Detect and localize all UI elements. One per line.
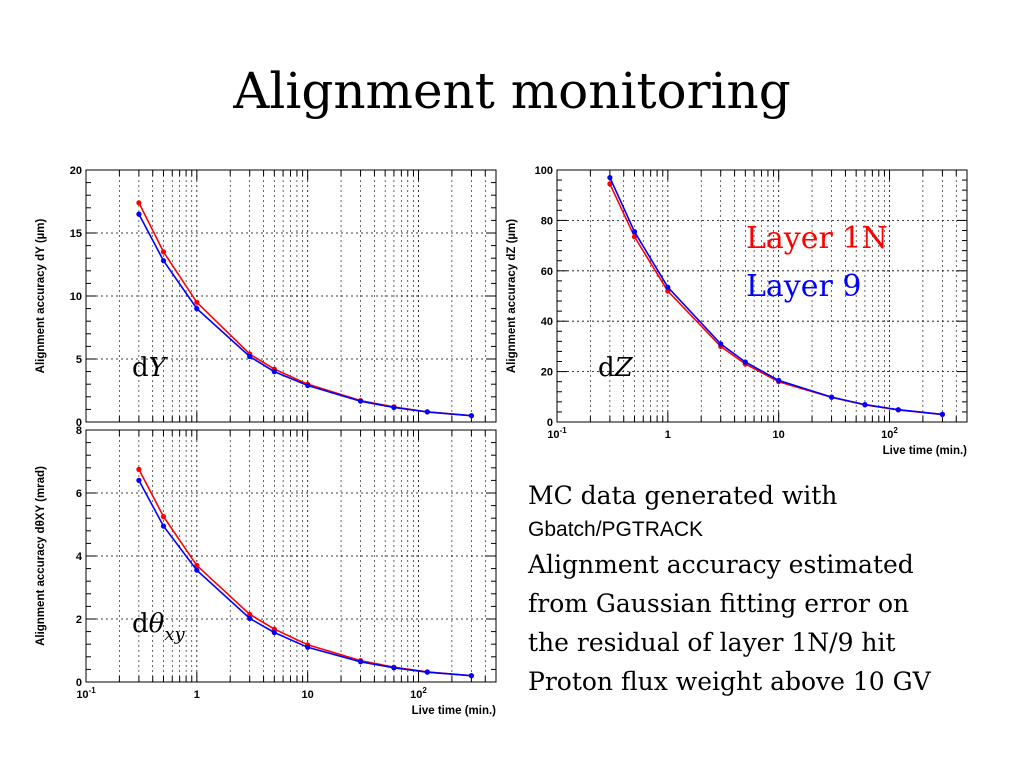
data-point <box>305 644 311 650</box>
y-tick-label: 0 <box>76 677 82 689</box>
data-point <box>194 299 200 305</box>
y-tick-label: 20 <box>70 165 82 177</box>
description-line-2: Gbatch/PGTRACK <box>528 518 704 541</box>
data-point <box>160 523 167 529</box>
data-point <box>194 567 200 573</box>
y-axis-label: Alignment accuracy dY (µm) <box>35 218 47 373</box>
y-tick-label: 20 <box>541 367 553 379</box>
data-point <box>829 394 835 400</box>
panel-label-dy: dY <box>132 353 169 383</box>
data-point <box>391 665 397 671</box>
x-axis-label: Live time (min.) <box>883 445 968 457</box>
x-tick-label: 1 <box>665 429 671 441</box>
panel-label-dtheta: dθxy <box>132 609 185 645</box>
y-axis-label: Alignment accuracy dZ (µm) <box>506 219 518 373</box>
data-point <box>468 673 474 679</box>
data-point <box>358 659 364 665</box>
y-tick-label: 5 <box>76 354 82 366</box>
data-point <box>939 411 945 417</box>
data-point <box>160 258 167 264</box>
data-point <box>136 477 142 483</box>
y-tick-label: 10 <box>70 291 82 303</box>
data-point <box>136 211 142 217</box>
data-point <box>607 181 613 187</box>
series-line-layer-9 <box>138 213 472 417</box>
y-tick-label: 0 <box>76 417 82 429</box>
plot-area-dY: 0 5 10 15 20 Alignment accuracy dY (µm) <box>35 165 497 429</box>
data-point <box>358 398 364 404</box>
x-tick-label: 102 <box>881 426 898 441</box>
y-tick-label: 8 <box>76 425 82 437</box>
description-line-6: Proton flux weight above 10 GV <box>528 667 931 696</box>
series-line-layer-9 <box>609 177 943 416</box>
data-point <box>160 514 167 520</box>
data-point <box>718 341 724 347</box>
data-point <box>194 562 200 568</box>
y-tick-label: 60 <box>541 266 553 278</box>
y-tick-label: 4 <box>76 551 83 563</box>
data-point <box>631 234 638 240</box>
data-point <box>247 353 253 360</box>
chart-dy: 0 5 10 15 20 Alignment accuracy dY (µm) dY <box>35 165 497 429</box>
data-point <box>136 200 142 206</box>
x-axis-label: Live time (min.) <box>412 705 497 717</box>
slide-title: Alignment monitoring <box>233 62 791 120</box>
data-point <box>271 629 277 636</box>
data-point <box>391 404 397 411</box>
panel-label-dz: dZ <box>598 353 634 383</box>
data-point <box>424 409 430 415</box>
data-point <box>160 249 167 255</box>
description-block: MC data generated with Gbatch/PGTRACK Al… <box>528 476 1008 701</box>
data-point <box>271 369 277 375</box>
x-tick-label: 1 <box>194 689 200 701</box>
y-tick-label: 100 <box>535 165 553 177</box>
x-tick-label: 102 <box>410 686 427 701</box>
legend-layer-9: Layer 9 <box>746 269 861 304</box>
data-point <box>776 377 782 383</box>
description-line-5: the residual of layer 1N/9 hit <box>528 628 896 657</box>
description-line-4: from Gaussian fitting error on <box>528 589 910 618</box>
data-point <box>136 466 142 472</box>
data-point <box>742 359 748 365</box>
data-point <box>305 382 311 389</box>
data-point <box>862 402 868 408</box>
y-tick-label: 80 <box>541 215 553 227</box>
legend-layer-1n: Layer 1N <box>746 221 888 256</box>
y-tick-label: 6 <box>76 488 82 500</box>
data-point <box>468 413 474 419</box>
data-point <box>895 407 901 413</box>
y-axis-label: Alignment accuracy dθXY (mrad) <box>35 466 47 646</box>
y-tick-label: 15 <box>70 228 82 240</box>
x-tick-label: 10 <box>773 429 785 441</box>
x-tick-label: 10 <box>302 689 314 701</box>
y-tick-label: 40 <box>541 316 553 328</box>
description-line-3: Alignment accuracy estimated <box>528 550 914 579</box>
data-point <box>247 615 253 621</box>
data-point <box>194 306 200 312</box>
data-point <box>607 175 613 181</box>
data-point <box>665 284 671 290</box>
y-tick-label: 0 <box>547 417 553 429</box>
series-line-layer-9 <box>138 480 472 677</box>
data-point <box>247 611 253 617</box>
data-point <box>631 229 638 235</box>
data-point <box>424 669 430 675</box>
y-tick-label: 2 <box>76 614 82 626</box>
description-line-1: MC data generated with <box>528 481 838 510</box>
